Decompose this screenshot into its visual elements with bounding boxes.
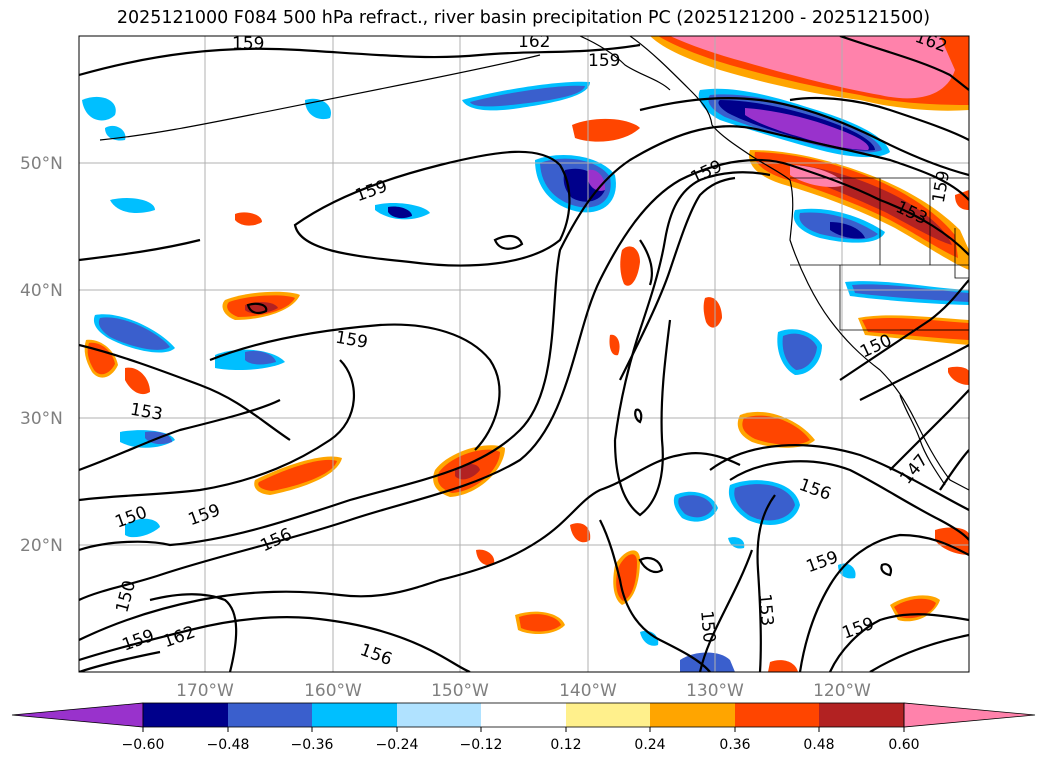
positive-anomaly-region xyxy=(768,660,798,672)
negative-anomaly-region xyxy=(110,198,155,213)
colorbar-ticks xyxy=(142,727,905,732)
negative-anomaly-region xyxy=(852,284,969,302)
colorbar-tick-label: −0.48 xyxy=(207,737,250,753)
colorbar-segment xyxy=(735,703,819,727)
lat-label: 50°N xyxy=(20,154,63,174)
negative-anomaly-region xyxy=(388,206,412,219)
colorbar-segment xyxy=(312,703,397,727)
colorbar: −0.60 −0.48 −0.36 −0.24 −0.12 0.12 0.24 … xyxy=(11,702,1036,753)
negative-anomaly-region xyxy=(782,333,817,370)
contour-label-group: 159 162 159 162 159 159 153 159 159 153 … xyxy=(112,32,954,670)
negative-anomaly-region xyxy=(105,125,126,141)
negative-anomaly-region xyxy=(640,630,659,646)
positive-anomaly-region xyxy=(703,297,722,328)
negative-anomaly-region xyxy=(125,518,160,538)
positive-anomaly-region xyxy=(235,212,262,226)
colorbar-segment xyxy=(566,703,650,727)
positive-anomaly-region xyxy=(948,366,969,385)
positive-anomaly-region xyxy=(742,415,810,445)
colorbar-tick-label: 0.48 xyxy=(803,737,834,753)
colorbar-segment xyxy=(650,703,735,727)
longitude-labels: 170°W 160°W 150°W 140°W 130°W 120°W xyxy=(176,681,871,701)
positive-anomaly-region xyxy=(955,190,969,210)
lon-label: 140°W xyxy=(559,681,617,701)
colorbar-tick-label: 0.12 xyxy=(550,737,581,753)
contour-label: 153 xyxy=(754,593,777,627)
negative-anomaly-region xyxy=(678,495,713,518)
colorbar-frame xyxy=(142,702,905,728)
positive-anomaly-region xyxy=(258,459,337,491)
colorbar-segment xyxy=(143,703,228,727)
colorbar-segment xyxy=(397,703,481,727)
latitude-labels: 50°N 40°N 30°N 20°N xyxy=(20,154,63,556)
positive-anomaly-region xyxy=(894,598,936,619)
positive-anomaly-region xyxy=(935,527,969,555)
positive-anomaly-region xyxy=(570,523,591,543)
contour-label: 150 xyxy=(696,610,719,644)
negative-anomaly-region xyxy=(305,98,331,120)
height-contours xyxy=(79,36,969,672)
positive-anomaly-region xyxy=(670,36,955,99)
contour-label: 162 xyxy=(518,32,550,52)
negative-anomaly-region xyxy=(745,108,869,150)
negative-anomaly-region xyxy=(470,85,585,107)
colorbar-tick-label: −0.60 xyxy=(122,737,165,753)
colorbar-tick-label: −0.36 xyxy=(291,737,334,753)
negative-anomaly-region xyxy=(245,350,276,365)
map-title: 2025121000 F084 500 hPa refract., river … xyxy=(116,8,931,28)
negative-anomaly-region xyxy=(82,96,116,121)
colorbar-extend-right xyxy=(903,702,1036,728)
lon-label: 120°W xyxy=(813,681,871,701)
positive-anomaly-region xyxy=(519,614,561,632)
negative-anomaly-region xyxy=(830,222,865,239)
positive-anomaly-region xyxy=(572,118,640,142)
colorbar-segment xyxy=(481,703,566,727)
lat-label: 30°N xyxy=(20,409,63,429)
lon-label: 170°W xyxy=(176,681,234,701)
contour-label: 159 xyxy=(588,51,620,71)
colorbar-tick-label: −0.12 xyxy=(460,737,503,753)
negative-anomaly-region xyxy=(728,537,745,549)
colorbar-extend-left xyxy=(11,702,144,728)
lon-label: 130°W xyxy=(686,681,744,701)
colorbar-tick-label: 0.60 xyxy=(888,737,919,753)
colorbar-segment xyxy=(819,703,904,727)
lon-label: 150°W xyxy=(431,681,489,701)
lat-label: 40°N xyxy=(20,281,63,301)
positive-anomaly-region xyxy=(620,246,640,286)
negative-anomaly-region xyxy=(98,317,170,350)
contour-label: 159 xyxy=(232,34,264,54)
negative-anomaly-region xyxy=(734,484,795,521)
colorbar-segment xyxy=(228,703,312,727)
map-frame xyxy=(78,35,970,673)
positive-anomaly-region xyxy=(476,549,495,566)
positive-anomaly-region xyxy=(87,342,115,375)
colorbar-tick-label: 0.24 xyxy=(634,737,665,753)
positive-anomaly-region xyxy=(125,367,150,395)
lat-label: 20°N xyxy=(20,536,63,556)
lon-label: 160°W xyxy=(304,681,362,701)
positive-anomaly-region xyxy=(609,334,620,356)
colorbar-tick-label: 0.36 xyxy=(719,737,750,753)
colorbar-tick-label: −0.24 xyxy=(376,737,419,753)
precip-shading xyxy=(82,36,969,672)
